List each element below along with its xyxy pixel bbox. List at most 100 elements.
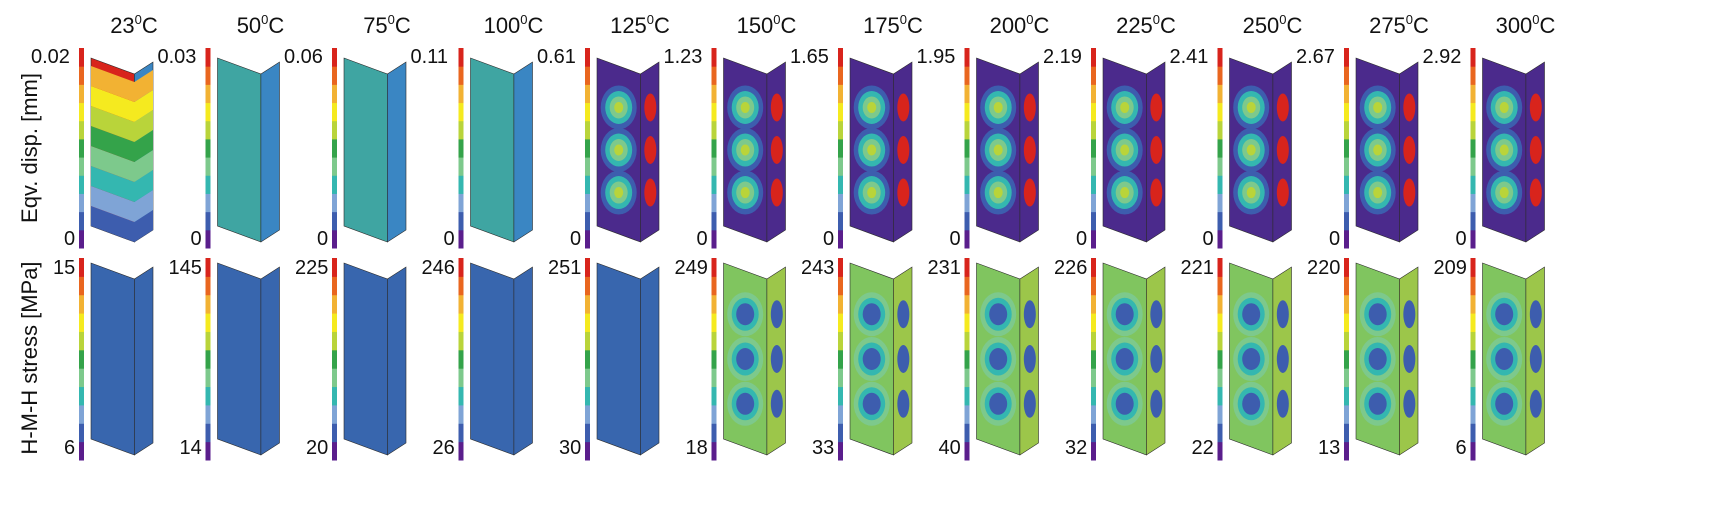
colorbar-segment xyxy=(205,175,211,194)
colorbar-segment xyxy=(585,211,590,231)
contour-cell xyxy=(614,101,624,113)
scale-min-label: 0 xyxy=(1329,228,1341,250)
contour-cell xyxy=(1403,136,1416,164)
colorbar xyxy=(205,48,211,249)
colorbar-segment xyxy=(585,102,590,122)
contour-cell xyxy=(1499,144,1509,156)
colorbar-segment xyxy=(711,349,717,369)
contour-cell xyxy=(1529,300,1542,329)
colorbar-segment xyxy=(1091,404,1096,424)
colorbar-segment xyxy=(1091,211,1096,231)
colorbar-segment xyxy=(1091,193,1096,213)
colorbar-segment xyxy=(458,229,464,249)
contour-cell xyxy=(736,303,755,326)
scale-min-label: 32 xyxy=(1065,437,1088,459)
colorbar-segment xyxy=(332,349,337,369)
temperature-label: 230C xyxy=(110,12,158,38)
colorbar-segment xyxy=(585,138,590,158)
displacement-plot xyxy=(976,57,1039,243)
colorbar-segment xyxy=(964,404,970,424)
scale-max-label: 1.95 xyxy=(916,46,956,68)
contour-cell xyxy=(897,389,910,418)
colorbar-segment xyxy=(838,349,843,369)
flange-face xyxy=(513,61,533,243)
colorbar-segment xyxy=(964,48,970,67)
contour-cell xyxy=(1529,389,1542,418)
colorbar-segment xyxy=(1344,175,1349,194)
colorbar-segment xyxy=(1217,102,1223,122)
colorbar-segment xyxy=(1091,48,1096,67)
contour-cell xyxy=(1276,136,1289,164)
colorbar-segment xyxy=(205,102,211,122)
contour-cell xyxy=(1403,178,1416,207)
colorbar-segment xyxy=(205,313,211,332)
contour-cell xyxy=(1023,389,1036,418)
contour-cell xyxy=(1499,187,1509,199)
contour-band xyxy=(91,206,153,242)
colorbar-segment xyxy=(1344,404,1349,424)
colorbar-segment xyxy=(79,120,84,140)
colorbar-segment xyxy=(458,157,464,176)
colorbar-segment xyxy=(838,276,843,296)
scale-max-label: 0.11 xyxy=(410,46,448,68)
contour-cell xyxy=(897,178,910,207)
colorbar-segment xyxy=(205,258,211,277)
colorbar-segment xyxy=(1344,211,1349,231)
contour-band xyxy=(91,106,153,142)
colorbar-segment xyxy=(458,258,464,277)
colorbar-segment xyxy=(332,120,337,140)
colorbar-segment xyxy=(838,313,843,332)
colorbar-segment xyxy=(585,193,590,213)
scale-max-label: 0.06 xyxy=(284,46,323,68)
colorbar-segment xyxy=(1217,368,1223,388)
colorbar-segment xyxy=(711,102,717,122)
contour-cell xyxy=(897,300,910,329)
temperature-label: 2000C xyxy=(989,12,1050,38)
colorbar-segment xyxy=(1344,229,1349,249)
contour-cell xyxy=(1115,303,1134,326)
colorbar-segment xyxy=(79,294,84,314)
colorbar xyxy=(458,258,464,461)
colorbar-segment xyxy=(1091,441,1096,461)
colorbar-segment xyxy=(838,331,843,351)
colorbar-segment xyxy=(838,102,843,122)
stress-plot xyxy=(217,262,280,456)
colorbar xyxy=(1344,48,1349,249)
temperature-label: 500C xyxy=(236,12,285,38)
colorbar-segment xyxy=(964,368,970,388)
contour-cell xyxy=(736,392,755,415)
colorbar xyxy=(79,48,84,249)
colorbar-segment xyxy=(1217,313,1223,332)
scale-min-label: 14 xyxy=(179,437,202,459)
colorbar-segment xyxy=(1217,66,1223,85)
temperature-label: 1750C xyxy=(863,12,923,38)
contour-cell xyxy=(1120,187,1130,199)
contour-cell xyxy=(867,187,877,199)
colorbar-segment xyxy=(1217,48,1223,67)
colorbar-segment xyxy=(332,294,337,314)
colorbar-segment xyxy=(205,294,211,314)
colorbar-segment xyxy=(458,84,464,104)
colorbar-segment xyxy=(205,193,211,213)
contour-cell xyxy=(644,136,657,164)
contour-cell xyxy=(740,187,750,199)
scale-max-label: 0.61 xyxy=(537,46,576,68)
scale-min-label: 26 xyxy=(432,437,455,459)
scale-max-label: 220 xyxy=(1307,257,1341,279)
colorbar-segment xyxy=(711,313,717,332)
colorbar-segment xyxy=(1091,313,1096,332)
colorbar-segment xyxy=(711,368,717,388)
colorbar-segment xyxy=(711,48,717,67)
contour-cell xyxy=(1150,178,1163,207)
colorbar-segment xyxy=(332,331,337,351)
displacement-plot xyxy=(596,57,660,243)
contour-cell xyxy=(1276,178,1289,207)
colorbar-segment xyxy=(964,175,970,194)
colorbar-segment xyxy=(1470,102,1476,122)
contour-cell xyxy=(1373,144,1383,156)
colorbar-segment xyxy=(585,294,590,314)
colorbar-segment xyxy=(79,331,84,351)
scale-min-label: 0 xyxy=(443,228,455,250)
colorbar-segment xyxy=(1091,120,1096,140)
colorbar-segment xyxy=(79,138,84,158)
